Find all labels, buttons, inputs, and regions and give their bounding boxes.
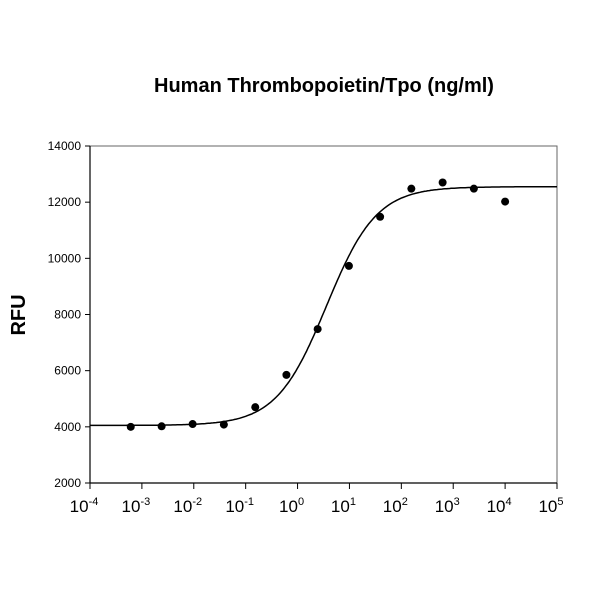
x-tick-label: 10-4 [70, 496, 99, 516]
y-tick-label: 12000 [48, 195, 82, 209]
data-point [469, 184, 478, 193]
x-tick-label: 102 [383, 496, 408, 516]
y-tick-label: 10000 [48, 251, 82, 265]
data-point [501, 197, 510, 206]
data-point [407, 184, 416, 193]
x-tick-label: 104 [487, 496, 512, 516]
data-point [313, 325, 322, 334]
data-point [126, 422, 135, 431]
data-point [282, 370, 291, 379]
x-tick-label: 101 [331, 496, 356, 516]
data-point [376, 212, 385, 221]
data-point [251, 403, 260, 412]
y-tick-label: 8000 [54, 308, 81, 322]
y-tick-label: 6000 [54, 364, 81, 378]
data-point [219, 420, 228, 429]
data-point [188, 420, 197, 429]
data-point [157, 422, 166, 431]
y-tick-label: 2000 [54, 476, 81, 490]
data-point [438, 178, 447, 187]
x-tick-label: 103 [435, 496, 460, 516]
chart-title: Human Thrombopoietin/Tpo (ng/ml) [154, 75, 494, 97]
y-axis-label: RFU [8, 294, 30, 335]
x-tick-label: 105 [538, 496, 563, 516]
x-tick-label: 100 [279, 496, 304, 516]
x-tick-label: 10-1 [225, 496, 254, 516]
y-tick-label: 14000 [48, 139, 82, 153]
data-point [344, 261, 353, 270]
fit-curve [90, 185, 557, 427]
x-tick-label: 10-3 [122, 496, 151, 516]
x-tick-label: 10-2 [173, 496, 202, 516]
y-tick-label: 4000 [54, 420, 81, 434]
